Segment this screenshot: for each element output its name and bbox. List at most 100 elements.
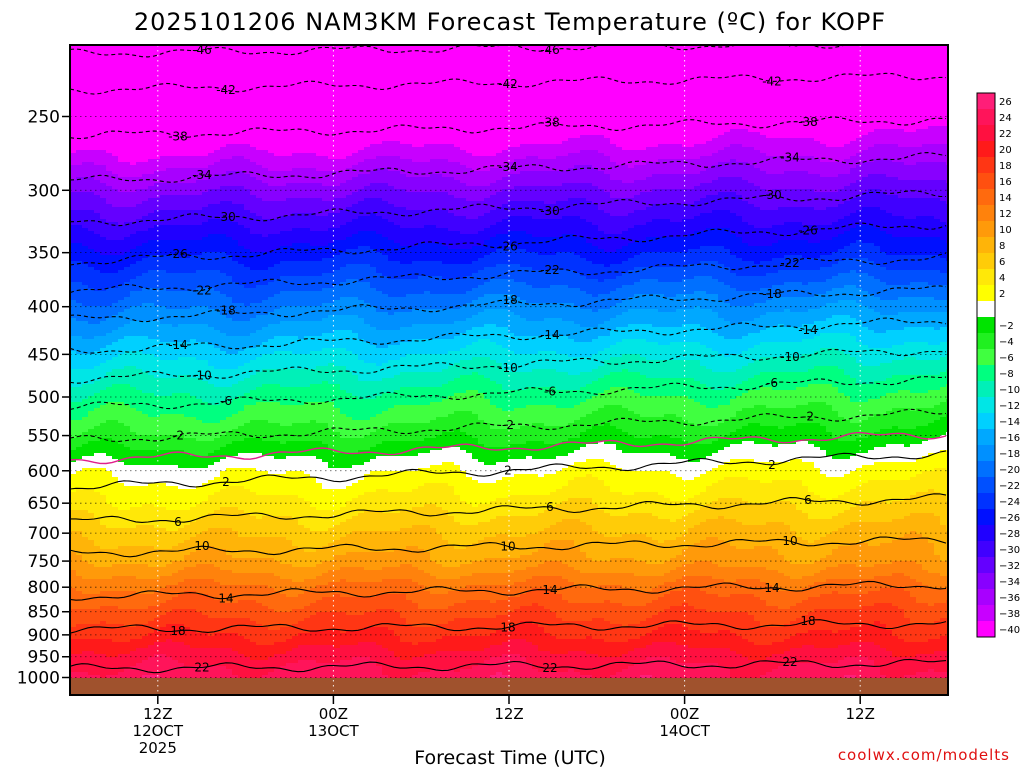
temperature-cell <box>94 612 101 616</box>
temperature-cell <box>118 279 125 283</box>
temperature-cell <box>190 489 197 493</box>
temperature-cell <box>118 81 125 85</box>
temperature-cell <box>202 453 209 457</box>
temperature-cell <box>154 120 161 124</box>
temperature-cell <box>118 141 125 145</box>
temperature-cell <box>112 519 119 523</box>
temperature-cell <box>94 207 101 211</box>
temperature-cell <box>208 204 215 208</box>
temperature-cell <box>148 300 155 304</box>
temperature-cell <box>196 309 203 313</box>
temperature-cell <box>124 471 131 475</box>
temperature-cell <box>154 207 161 211</box>
temperature-cell <box>124 426 131 430</box>
temperature-cell <box>136 117 143 121</box>
temperature-cell <box>142 411 149 415</box>
temperature-cell <box>88 114 95 118</box>
temperature-cell <box>130 390 137 394</box>
temperature-cell <box>124 276 131 280</box>
temperature-cell <box>118 309 125 313</box>
temperature-cell <box>190 270 197 274</box>
temperature-cell <box>172 327 179 331</box>
temperature-cell <box>94 555 101 559</box>
temperature-cell <box>124 627 131 631</box>
temperature-cell <box>118 564 125 568</box>
temperature-cell <box>190 492 197 496</box>
temperature-cell <box>178 384 185 388</box>
temperature-cell <box>88 537 95 541</box>
temperature-cell <box>154 96 161 100</box>
temperature-cell <box>166 93 173 97</box>
temperature-cell <box>136 306 143 310</box>
temperature-cell <box>106 297 113 301</box>
temperature-cell <box>178 423 185 427</box>
temperature-cell <box>112 48 119 52</box>
temperature-cell <box>88 594 95 598</box>
temperature-cell <box>136 633 143 637</box>
temperature-cell <box>172 462 179 466</box>
temperature-cell <box>100 138 107 142</box>
temperature-cell <box>208 120 215 124</box>
temperature-cell <box>118 390 125 394</box>
temperature-cell <box>118 249 125 253</box>
temperature-cell <box>76 483 83 487</box>
temperature-cell <box>94 672 101 676</box>
temperature-cell <box>166 498 173 502</box>
temperature-cell <box>202 429 209 433</box>
temperature-cell <box>124 147 131 151</box>
temperature-cell <box>94 348 101 352</box>
temperature-cell <box>118 513 125 517</box>
temperature-cell <box>184 654 191 658</box>
temperature-cell <box>124 393 131 397</box>
temperature-cell <box>136 327 143 331</box>
temperature-cell <box>136 501 143 505</box>
temperature-cell <box>202 264 209 268</box>
temperature-cell <box>142 363 149 367</box>
temperature-cell <box>124 435 131 439</box>
temperature-cell <box>124 336 131 340</box>
temperature-cell <box>82 522 89 526</box>
temperature-cell <box>88 165 95 169</box>
temperature-cell <box>118 501 125 505</box>
temperature-cell <box>118 672 125 676</box>
temperature-cell <box>166 147 173 151</box>
temperature-cell <box>166 510 173 514</box>
temperature-cell <box>94 318 101 322</box>
temperature-cell <box>208 414 215 418</box>
temperature-cell <box>178 60 185 64</box>
temperature-cell <box>166 72 173 76</box>
temperature-cell <box>124 645 131 649</box>
temperature-cell <box>94 360 101 364</box>
temperature-cell <box>100 663 107 667</box>
temperature-cell <box>202 357 209 361</box>
temperature-cell <box>196 81 203 85</box>
temperature-cell <box>100 672 107 676</box>
temperature-cell <box>106 435 113 439</box>
temperature-cell <box>82 531 89 535</box>
temperature-cell <box>94 660 101 664</box>
temperature-cell <box>190 144 197 148</box>
temperature-cell <box>184 444 191 448</box>
temperature-cell <box>208 108 215 112</box>
temperature-cell <box>196 636 203 640</box>
temperature-cell <box>178 276 185 280</box>
temperature-cell <box>130 204 137 208</box>
temperature-cell <box>172 93 179 97</box>
temperature-cell <box>136 243 143 247</box>
temperature-cell <box>184 384 191 388</box>
temperature-cell <box>130 360 137 364</box>
temperature-cell <box>106 201 113 205</box>
temperature-cell <box>184 552 191 556</box>
temperature-cell <box>88 195 95 199</box>
temperature-cell <box>124 153 131 157</box>
temperature-cell <box>154 567 161 571</box>
temperature-cell <box>166 588 173 592</box>
temperature-cell <box>160 540 167 544</box>
temperature-cell <box>178 381 185 385</box>
temperature-cell <box>82 534 89 538</box>
temperature-cell <box>154 249 161 253</box>
temperature-cell <box>118 60 125 64</box>
temperature-cell <box>196 210 203 214</box>
temperature-cell <box>148 510 155 514</box>
temperature-cell <box>112 291 119 295</box>
